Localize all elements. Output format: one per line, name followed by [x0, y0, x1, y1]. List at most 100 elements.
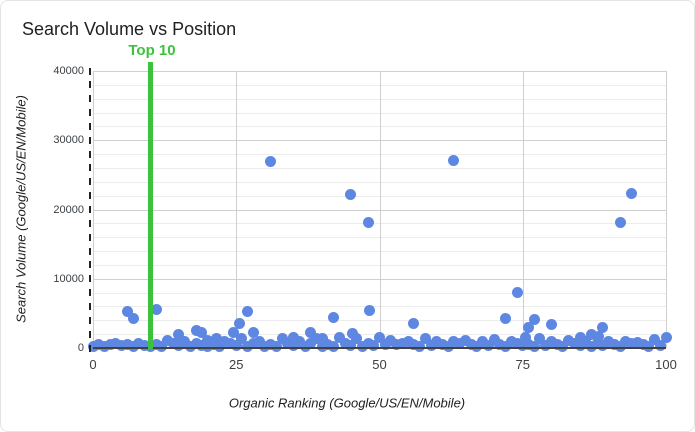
y-axis-tick: [89, 344, 91, 352]
scatter-point-band: [522, 339, 534, 351]
y-axis-title: Search Volume (Google/US/EN/Mobile): [13, 95, 29, 323]
scatter-point: [265, 155, 277, 167]
scatter-point-band: [654, 340, 666, 352]
scatter-point-band: [557, 341, 569, 353]
y-axis-tick: [89, 316, 91, 324]
scatter-point: [328, 312, 340, 324]
scatter-point: [127, 312, 139, 324]
scatter-point-band: [488, 334, 500, 346]
scatter-point-band: [545, 336, 557, 348]
x-tick-label: 0: [89, 357, 97, 372]
scatter-point: [363, 305, 375, 317]
y-axis-tick: [89, 95, 91, 103]
scatter-point-band: [247, 338, 259, 350]
y-axis-tick: [89, 289, 91, 297]
scatter-point: [345, 188, 357, 200]
x-tick-label: 75: [515, 357, 530, 372]
y-axis-tick: [89, 247, 91, 255]
scatter-point-band: [167, 337, 179, 349]
scatter-point-band: [471, 341, 483, 353]
scatter-point-band: [431, 335, 443, 347]
scatter-point: [210, 333, 222, 345]
scatter-point-band: [580, 336, 592, 348]
y-axis-tick: [89, 233, 91, 241]
y-tick-label: 40000: [53, 65, 84, 77]
scatter-point-band: [626, 337, 638, 349]
scatter-point-band: [500, 341, 512, 353]
scatter-point-band: [259, 340, 271, 352]
scatter-point-band: [299, 341, 311, 353]
top10-annotation-label: Top 10: [128, 42, 176, 59]
scatter-point-band: [505, 335, 517, 347]
scatter-point-band: [614, 341, 626, 353]
scatter-point: [233, 318, 245, 330]
scatter-point: [520, 332, 532, 344]
scatter-point-band: [374, 332, 385, 344]
scatter-point-band: [603, 335, 615, 347]
scatter-point-band: [534, 332, 546, 344]
scatter-point-band: [293, 335, 305, 347]
scatter-point-band: [660, 332, 672, 344]
scatter-point: [305, 326, 317, 338]
scatter-point-band: [437, 338, 449, 350]
scatter-point-band: [173, 340, 185, 352]
scatter-point-band: [270, 341, 282, 353]
y-tick-label: 30000: [53, 134, 84, 147]
y-tick-label: 20000: [53, 203, 84, 216]
scatter-point-band: [396, 337, 408, 349]
scatter-point-band: [127, 341, 139, 353]
scatter-point-band: [133, 338, 145, 350]
scatter-point-band: [242, 341, 254, 353]
scatter-point-band: [333, 332, 345, 344]
scatter-point: [288, 332, 300, 344]
major-gridline-vertical: [236, 71, 238, 348]
scatter-point-band: [213, 341, 225, 353]
y-axis-tick: [89, 302, 91, 310]
y-axis-tick: [89, 330, 91, 338]
scatter-point-band: [219, 335, 231, 347]
scatter-point-band: [121, 339, 133, 351]
scatter-point-band: [179, 336, 191, 348]
scatter-point-band: [288, 340, 300, 352]
scatter-point-band: [385, 334, 397, 346]
scatter-point: [626, 188, 638, 200]
scatter-point-band: [551, 338, 563, 350]
y-axis-tick: [89, 122, 91, 130]
top10-annotation-line: [147, 62, 154, 349]
scatter-point: [202, 334, 214, 346]
scatter-point-band: [419, 333, 431, 345]
scatter-point-band: [98, 341, 110, 353]
scatter-point-band: [339, 337, 351, 349]
y-tick-label: 10000: [53, 272, 84, 285]
scatter-point-band: [190, 338, 202, 350]
x-tick-label: 50: [372, 357, 387, 372]
scatter-point: [316, 333, 328, 345]
chart-title: Search Volume vs Position: [22, 19, 237, 39]
scatter-point-band: [253, 335, 265, 347]
scatter-point-band: [184, 341, 196, 353]
scatter-point: [574, 332, 586, 344]
scatter-point-band: [156, 341, 168, 353]
scatter-point-band: [494, 338, 506, 350]
major-gridline-vertical: [379, 71, 381, 348]
y-tick-label: 0: [77, 342, 84, 354]
scatter-point-band: [442, 341, 454, 353]
scatter-point-band: [362, 338, 374, 350]
scatter-point-band: [305, 338, 317, 350]
y-axis-tick: [89, 275, 91, 283]
scatter-point-band: [116, 340, 128, 352]
scatter-point-band: [620, 336, 632, 348]
scatter-point-band: [345, 340, 357, 352]
scatter-point: [545, 318, 557, 330]
scatter-point: [408, 317, 420, 329]
scatter-point: [500, 313, 512, 325]
plot-area: [87, 71, 672, 353]
scatter-point-band: [608, 338, 620, 350]
scatter-point-band: [425, 340, 437, 352]
scatter-point: [121, 306, 133, 318]
scatter-point: [150, 304, 162, 316]
y-axis-tick: [89, 67, 91, 75]
scatter-point: [522, 322, 534, 334]
scatter-point: [362, 217, 374, 229]
